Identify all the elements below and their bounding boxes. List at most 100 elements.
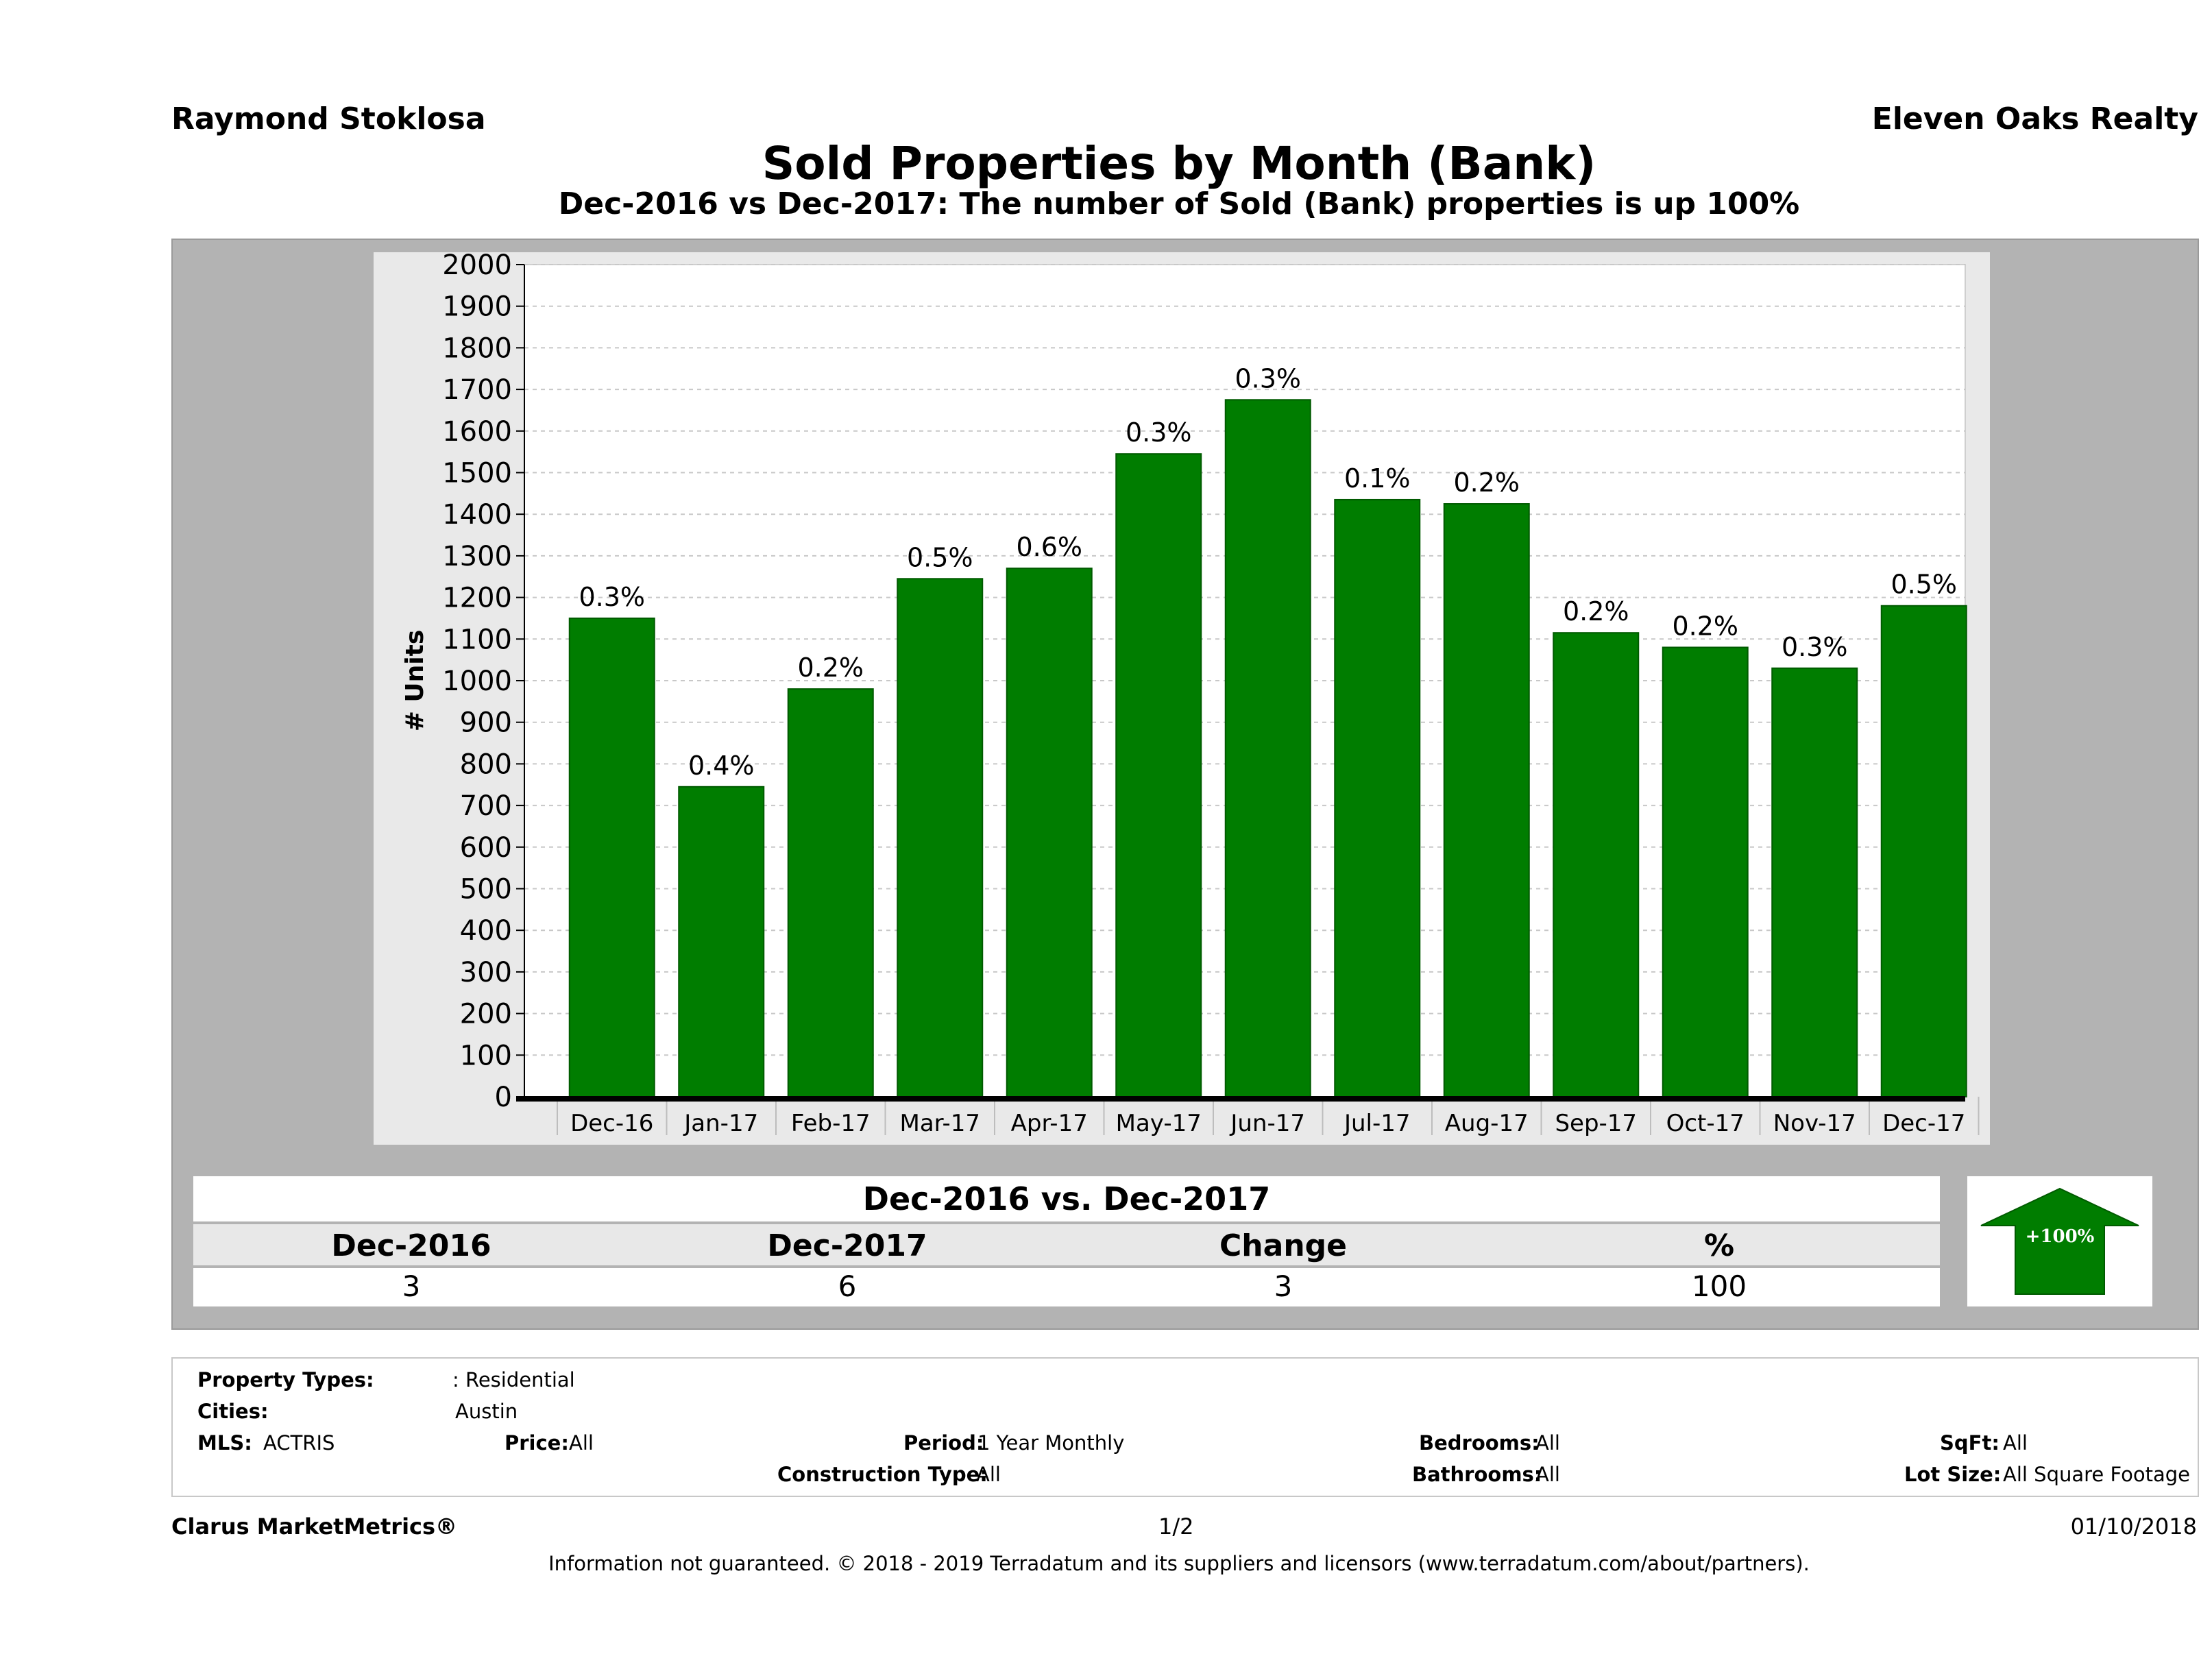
bar	[1771, 667, 1858, 1097]
bar	[1224, 399, 1311, 1097]
y-tick-label: 900	[460, 707, 512, 739]
y-tick-label: 0	[495, 1082, 512, 1113]
y-tick-label: 500	[460, 874, 512, 905]
data-label: 0.2%	[1672, 611, 1738, 641]
footer-page-number: 1/2	[1158, 1513, 1194, 1540]
x-tick-label: Dec-16	[570, 1110, 653, 1137]
bedrooms-value: All	[1535, 1431, 1560, 1455]
chart-subtitle: Dec-2016 vs Dec-2017: The number of Sold…	[558, 186, 1800, 221]
period-value: 1 Year Monthly	[977, 1431, 1125, 1455]
data-label: 0.2%	[1563, 596, 1629, 627]
x-tick-label: May-17	[1116, 1110, 1202, 1137]
x-tick-label: Nov-17	[1773, 1110, 1856, 1137]
data-label: 0.3%	[1126, 417, 1192, 448]
comparison-value-percent: 100	[1691, 1269, 1747, 1303]
y-tick-label: 1500	[442, 458, 512, 489]
comparison-value-dec2016: 3	[402, 1269, 421, 1303]
construction-type-value: All	[976, 1463, 1001, 1486]
bar	[1334, 498, 1421, 1097]
sqft-label: SqFt:	[1940, 1431, 2000, 1455]
comparison-values-row	[193, 1268, 1940, 1306]
property-types-label: Property Types:	[197, 1368, 374, 1391]
y-tick-label: 400	[460, 915, 512, 947]
x-tick-label: Apr-17	[1011, 1110, 1088, 1137]
bar	[1115, 453, 1202, 1097]
y-tick-label: 1000	[442, 666, 512, 697]
lot-size-value: All Square Footage	[2003, 1463, 2191, 1486]
property-types-value: : Residential	[452, 1368, 575, 1391]
y-tick-label: 700	[460, 790, 512, 822]
cities-label: Cities:	[197, 1400, 269, 1423]
data-label: 0.3%	[579, 582, 645, 612]
bar	[1553, 632, 1640, 1097]
chart-title: Sold Properties by Month (Bank)	[762, 137, 1596, 190]
bathrooms-label: Bathrooms:	[1412, 1463, 1542, 1486]
comparison-header-change: Change	[1219, 1228, 1347, 1263]
bar	[568, 617, 655, 1097]
agent-name: Raymond Stoklosa	[171, 101, 486, 136]
data-label: 0.5%	[1891, 570, 1957, 600]
footer-disclaimer: Information not guaranteed. © 2018 - 201…	[548, 1552, 1810, 1575]
data-label: 0.2%	[797, 653, 864, 683]
y-tick-label: 200	[460, 999, 512, 1030]
data-label: 0.3%	[1782, 632, 1848, 662]
change-indicator: +100%	[1967, 1176, 2152, 1306]
up-arrow-icon: +100%	[1980, 1187, 2139, 1295]
comparison-title-row	[193, 1176, 1940, 1221]
bar	[678, 786, 765, 1097]
footer-brand: Clarus MarketMetrics®	[171, 1513, 458, 1540]
period-label: Period:	[903, 1431, 984, 1455]
x-tick-label: Jul-17	[1343, 1110, 1411, 1137]
change-indicator-label: +100%	[2026, 1226, 2095, 1247]
y-tick-label: 1800	[442, 332, 512, 364]
comparison-value-dec2017: 6	[838, 1269, 857, 1303]
x-tick-label: Feb-17	[791, 1110, 871, 1137]
data-label: 0.5%	[907, 542, 973, 572]
x-tick-label: Jan-17	[683, 1110, 758, 1137]
y-tick-label: 1100	[442, 624, 512, 655]
comparison-header-dec2016: Dec-2016	[331, 1228, 491, 1263]
y-tick-label: 300	[460, 957, 512, 988]
y-tick-label: 1400	[442, 499, 512, 531]
comparison-header-dec2017: Dec-2017	[767, 1228, 927, 1263]
data-label: 0.4%	[688, 751, 755, 781]
x-tick-label: Dec-17	[1882, 1110, 1965, 1137]
comparison-value-change: 3	[1274, 1269, 1293, 1303]
y-tick-label: 600	[460, 832, 512, 864]
sqft-value: All	[2003, 1431, 2028, 1455]
y-tick-label: 2000	[442, 252, 512, 281]
comparison-header-percent: %	[1703, 1228, 1735, 1263]
y-tick-label: 1300	[442, 541, 512, 572]
bar	[1443, 503, 1530, 1097]
y-tick-label: 800	[460, 749, 512, 780]
lot-size-label: Lot Size:	[1904, 1463, 2002, 1486]
data-label: 0.6%	[1016, 532, 1082, 562]
bedrooms-label: Bedrooms:	[1419, 1431, 1540, 1455]
y-tick-label: 1600	[442, 416, 512, 448]
comparison-title: Dec-2016 vs. Dec-2017	[862, 1180, 1271, 1217]
mls-label: MLS:	[197, 1431, 252, 1455]
construction-type-label: Construction Type:	[777, 1463, 988, 1486]
x-tick-label: Aug-17	[1445, 1110, 1529, 1137]
comparison-header-row	[193, 1224, 1940, 1265]
y-tick-label: 1700	[442, 374, 512, 406]
data-label: 0.1%	[1344, 463, 1411, 494]
bar	[1006, 568, 1093, 1097]
bathrooms-value: All	[1535, 1463, 1560, 1486]
bar	[787, 688, 874, 1097]
bar	[1662, 646, 1749, 1097]
mls-value: ACTRIS	[263, 1431, 335, 1455]
y-tick-label: 1200	[442, 583, 512, 614]
y-tick-label: 100	[460, 1040, 512, 1071]
x-tick-label: Oct-17	[1666, 1110, 1745, 1137]
price-label: Price:	[505, 1431, 569, 1455]
data-label: 0.3%	[1235, 363, 1301, 393]
data-label: 0.2%	[1453, 467, 1520, 498]
cities-value: Austin	[455, 1400, 518, 1423]
company-name: Eleven Oaks Realty	[1871, 101, 2198, 136]
x-tick-label: Sep-17	[1555, 1110, 1637, 1137]
bar	[1880, 605, 1967, 1097]
price-value: All	[569, 1431, 594, 1455]
footer-date: 01/10/2018	[2070, 1513, 2197, 1540]
bar	[897, 578, 984, 1098]
